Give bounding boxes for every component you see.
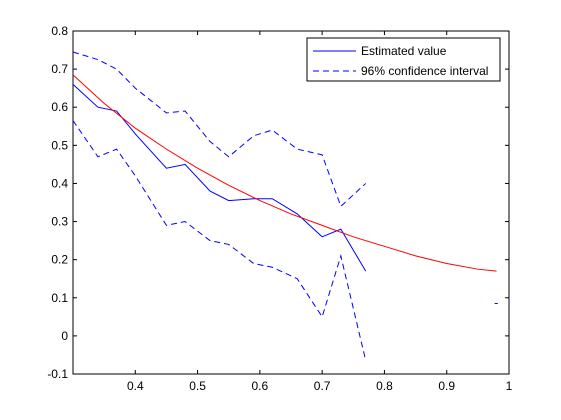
- y-tick-label: 0: [61, 329, 68, 343]
- series-estimated-line: [72, 83, 367, 272]
- x-tick-label: 0.6: [252, 379, 269, 393]
- y-tick-label: 0.3: [51, 215, 68, 229]
- series-red-curve-line: [72, 74, 497, 272]
- series-layer: [72, 51, 498, 361]
- y-tick-label: 0.7: [51, 62, 68, 76]
- legend: Estimated value 96% confidence interval: [306, 37, 501, 82]
- x-axis-ticks: 0.4 0.5 0.6 0.7 0.8 0.9 1: [127, 31, 513, 393]
- y-tick-label: 0.5: [51, 138, 68, 152]
- y-tick-label: 0.8: [51, 24, 68, 38]
- x-tick-label: 0.4: [127, 379, 144, 393]
- y-tick-label: 0.4: [51, 176, 68, 190]
- series-ci-upper-line: [72, 51, 367, 208]
- y-tick-label: 0.6: [51, 100, 68, 114]
- legend-label-confidence: 96% confidence interval: [361, 64, 488, 78]
- y-tick-label: -0.1: [47, 367, 68, 381]
- y-axis-ticks: -0.1 0 0.1 0.2 0.3 0.4 0.5 0.6 0.7 0.8: [47, 24, 509, 381]
- plot-area: [72, 30, 510, 375]
- x-tick-label: 0.7: [314, 379, 331, 393]
- legend-label-estimated: Estimated value: [361, 44, 447, 58]
- x-tick-label: 0.5: [189, 379, 206, 393]
- legend-box: [306, 37, 501, 82]
- y-tick-label: 0.2: [51, 253, 68, 267]
- x-tick-label: 0.9: [438, 379, 455, 393]
- x-tick-label: 0.8: [376, 379, 393, 393]
- series-ci-lower-line: [72, 120, 367, 361]
- y-tick-label: 0.1: [51, 291, 68, 305]
- x-tick-label: 1: [506, 379, 513, 393]
